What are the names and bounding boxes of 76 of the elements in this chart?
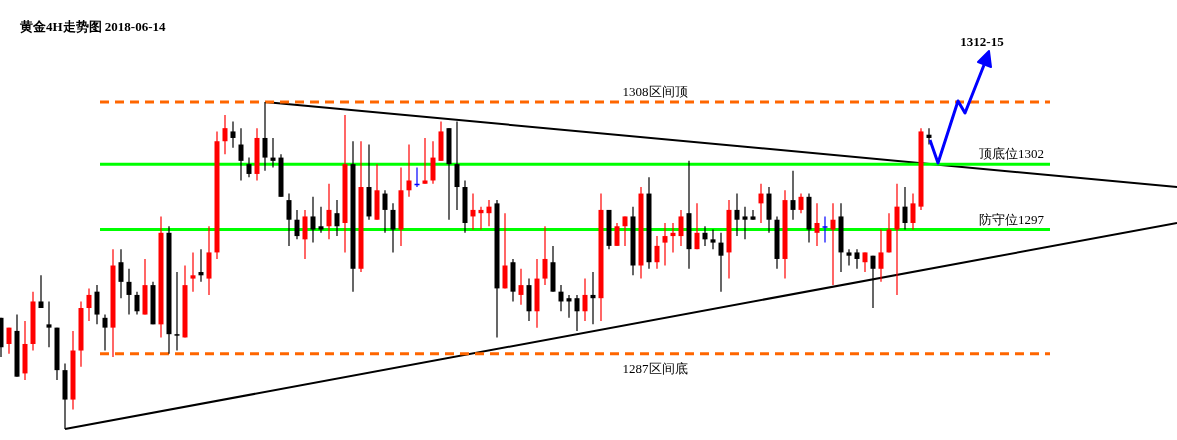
candlestick [702, 225, 708, 247]
candlestick [102, 313, 108, 352]
candlestick [846, 248, 852, 267]
candlestick [590, 271, 596, 325]
candlestick [910, 192, 916, 231]
candlestick [870, 255, 876, 309]
candlestick [310, 196, 316, 244]
ref-line-label: 1308区间顶 [622, 84, 688, 99]
candlestick [926, 127, 932, 146]
ref-line-label: 1287区间底 [622, 360, 688, 376]
candlestick [694, 202, 700, 250]
text: 1312-15 [960, 34, 1005, 49]
candlestick [622, 215, 628, 247]
candlestick [814, 202, 820, 247]
candlestick [894, 183, 900, 296]
candlestick [758, 183, 764, 224]
candlestick [750, 209, 756, 221]
candlestick [734, 192, 740, 237]
candlestick [318, 206, 324, 234]
candlestick [422, 137, 428, 185]
candlestick [574, 294, 580, 332]
candlestick [46, 300, 52, 348]
candlestick [86, 287, 92, 322]
candlestick [294, 209, 300, 240]
candlestick [854, 248, 860, 270]
candlestick [118, 248, 124, 299]
candlestick [670, 222, 676, 254]
candlestick [862, 251, 868, 273]
candlestick [502, 212, 508, 289]
candlestick [38, 274, 44, 309]
candlestick [654, 235, 660, 270]
candlestick [798, 192, 804, 214]
candlestick [790, 170, 796, 221]
candlestick [878, 228, 884, 283]
candlestick [326, 183, 332, 240]
candlestick [542, 225, 548, 286]
candlestick [830, 202, 836, 286]
candlestick [614, 222, 620, 247]
candlestick [334, 199, 340, 237]
candlestick [886, 212, 892, 254]
candlestick [710, 228, 716, 250]
candlestick [302, 209, 308, 260]
candlestick [190, 251, 196, 293]
candlestick [382, 189, 388, 234]
candlestick [822, 215, 828, 244]
candlestick [222, 114, 228, 155]
candlestick [718, 232, 724, 293]
candlestick [262, 101, 268, 172]
candlestick [566, 294, 572, 319]
ref-line-label: 顶底位1302 [979, 146, 1044, 162]
ref-line-label: 防守位1297 [979, 211, 1045, 227]
candlestick [582, 277, 588, 322]
candlestick [902, 186, 908, 231]
candlestick [486, 199, 492, 227]
candlestick [518, 268, 524, 306]
candlestick [238, 127, 244, 182]
candlestick [230, 121, 236, 149]
candlestick [662, 222, 668, 267]
candlestick [390, 202, 396, 254]
candlestick [742, 206, 748, 240]
candlestick [430, 140, 436, 185]
candlestick [134, 291, 140, 316]
candlestick [198, 248, 204, 283]
candlestick [94, 284, 100, 325]
candlestick [126, 268, 132, 316]
candlestick [6, 327, 12, 355]
candlestick [406, 143, 412, 198]
candlestick [470, 192, 476, 231]
candlestick [478, 206, 484, 231]
candlestick [286, 192, 292, 247]
chart-title: 黄金4H走势图 2018-06-14 [19, 19, 167, 34]
candlestick [558, 284, 564, 312]
candlestick [678, 209, 684, 247]
candlestick [246, 156, 252, 178]
candlestick [270, 137, 276, 168]
candlestick [174, 271, 180, 352]
